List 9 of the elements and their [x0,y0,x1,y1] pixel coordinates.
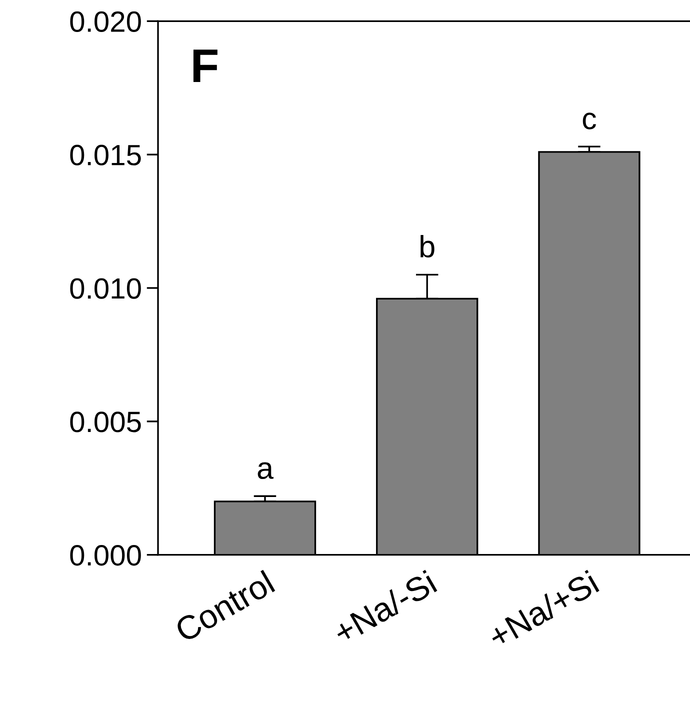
annotation: b [420,235,434,258]
y-tick-label: 0.015 [70,144,141,166]
y-tick-label: 0.005 [70,412,141,432]
annotation: a [258,462,274,479]
y-tick-label: 0.000 [70,545,141,566]
y-tick-label: 0.020 [70,11,141,32]
y-tick-label: 0.010 [70,278,141,299]
annotation: F [193,50,218,82]
annotation: c [582,112,596,130]
